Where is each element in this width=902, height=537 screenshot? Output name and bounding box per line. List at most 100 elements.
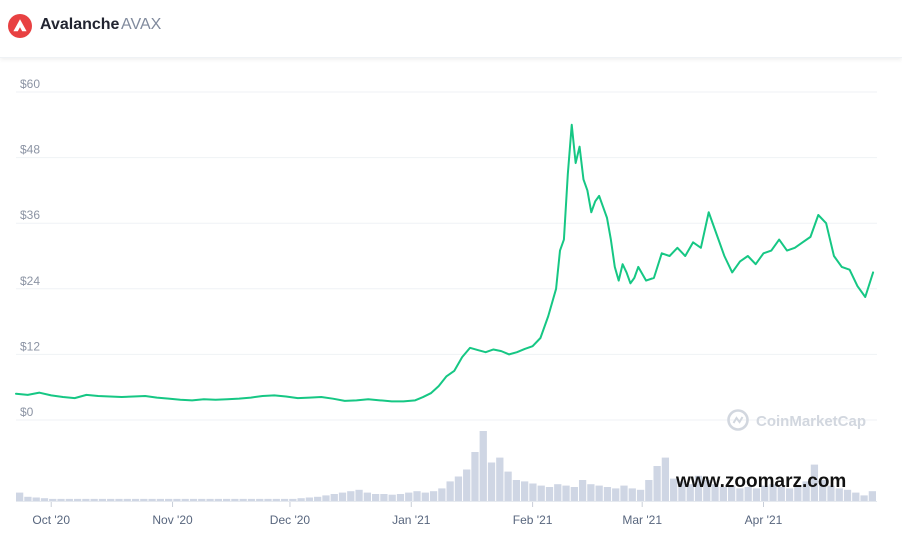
volume-bar [645, 480, 653, 501]
volume-bar [189, 498, 198, 501]
coin-name: Avalanche [40, 16, 120, 33]
x-axis-ticks: Oct '20 Nov '20 Dec '20 Jan '21 Feb '21 Mar '… [32, 502, 783, 527]
volume-bar [165, 498, 173, 501]
volume-bar [371, 494, 380, 501]
volume-bar [496, 457, 504, 501]
volume-bar [156, 498, 165, 501]
coinmarketcap-icon-wave [732, 416, 744, 424]
volume-bar [504, 471, 512, 501]
site-watermark: www.zoomarz.com [676, 471, 847, 492]
volume-bar [429, 491, 438, 501]
volume-bar [587, 484, 595, 501]
volume-bar [280, 498, 289, 501]
volume-bar [719, 487, 727, 501]
volume-bar [231, 498, 239, 501]
volume-bar [73, 498, 82, 501]
volume-bar [794, 485, 802, 501]
volume-bar [314, 496, 322, 501]
volume-bar [852, 492, 860, 501]
volume-bar [703, 480, 711, 501]
x-tick-label: Jan '21 [392, 513, 431, 527]
volume-bar [405, 492, 413, 501]
volume-bar [711, 484, 719, 501]
volume-bar [32, 497, 40, 501]
x-tick-label: Mar '21 [622, 513, 662, 527]
volume-bar [810, 464, 819, 501]
volume-bar [628, 488, 636, 501]
volume-bar [603, 487, 612, 501]
grid-lines [16, 91, 877, 421]
volume-bar [380, 494, 388, 501]
volume-bar [620, 485, 628, 501]
volume-bar [479, 431, 487, 501]
x-tick-label: Nov '20 [152, 513, 193, 527]
volume-bar [115, 498, 123, 501]
avalanche-logo-icon [8, 14, 32, 38]
x-tick-label: Apr '21 [745, 513, 783, 527]
volume-bar [521, 481, 529, 501]
volume-bar [562, 485, 570, 501]
y-tick-label: $36 [20, 208, 40, 222]
y-tick-label: $0 [20, 405, 34, 419]
volume-bar [24, 496, 32, 501]
volume-bar [678, 481, 686, 501]
volume-bar [694, 475, 703, 501]
volume-bar [355, 489, 363, 501]
volume-bar [636, 489, 645, 501]
volume-bar [578, 480, 587, 501]
volume-bar [347, 491, 355, 501]
volume-bar [107, 498, 115, 501]
volume-bar [769, 484, 777, 501]
volume-bar [272, 498, 280, 501]
volume-bar [173, 498, 181, 501]
volume-bar [222, 498, 231, 501]
volume-bar [744, 487, 752, 501]
volume-bar [843, 489, 852, 501]
coinmarketcap-watermark: CoinMarketCap [727, 409, 866, 431]
volume-bar [736, 488, 744, 501]
volume-bar [247, 498, 256, 501]
volume-bar [761, 485, 769, 501]
volume-bar [396, 494, 405, 501]
volume-bar [131, 498, 140, 501]
coinmarketcap-icon [727, 409, 749, 431]
volume-bar [198, 498, 206, 501]
chart-header: Avalanche AVAX [0, 0, 902, 58]
volume-bar [330, 494, 338, 501]
volume-bar [264, 498, 272, 501]
volume-bar [148, 498, 156, 501]
y-tick-label: $24 [20, 274, 40, 288]
volume-bar [90, 498, 98, 501]
volume-bar [140, 498, 148, 501]
y-tick-label: $48 [20, 143, 40, 157]
volume-bar [653, 466, 661, 501]
volume-bar [16, 492, 24, 501]
volume-bar [752, 488, 761, 501]
volume-bar [785, 488, 794, 501]
volume-bar [181, 498, 189, 501]
volume-bar [98, 498, 107, 501]
x-tick-label: Feb '21 [513, 513, 553, 527]
volume-bar [57, 498, 65, 501]
volume-bar [835, 488, 843, 501]
volume-bar [529, 483, 537, 501]
volume-bar [868, 491, 876, 501]
volume-bar [471, 452, 479, 501]
x-tick-label: Dec '20 [270, 513, 311, 527]
volume-bar [256, 498, 264, 501]
volume-bar [570, 487, 578, 501]
volume-bar [363, 492, 371, 501]
volume-bar [49, 498, 57, 501]
volume-bar [819, 480, 827, 501]
volume-bars [16, 431, 877, 502]
volume-bar [214, 498, 222, 501]
volume-bar [554, 484, 562, 501]
volume-bar [40, 498, 49, 501]
y-axis-ticks: $60 $48 $36 $24 $12 $0 [20, 77, 40, 419]
volume-bar [545, 487, 554, 501]
volume-bar [438, 488, 446, 501]
volume-bar [206, 498, 214, 501]
volume-bar [421, 492, 429, 501]
